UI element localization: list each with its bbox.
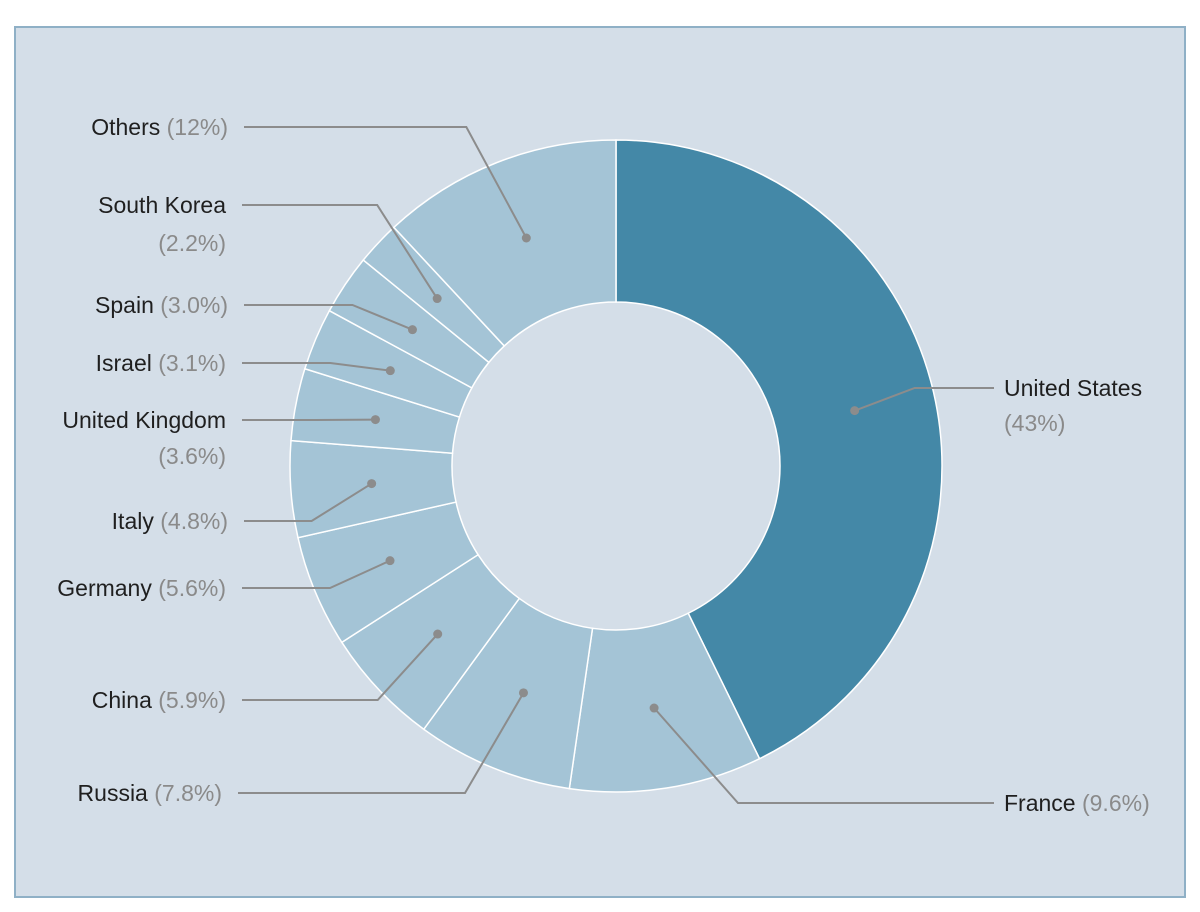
label-name-israel: Israel [96,350,159,376]
value-label-italy: (4.8%) [160,508,228,534]
label-russia: Russia (7.8%) [78,780,222,806]
leader-line-united-states [854,387,994,412]
label-south-korea: South Korea [98,192,226,218]
leader-line-others [244,126,528,239]
label-name-italy: Italy [112,508,161,534]
label-name-germany: Germany [57,575,158,601]
labels-layer: United States (43%) France (9.6%) Russia (7… [57,114,1149,816]
value-label-russia: (7.8%) [154,780,222,806]
value-label-germany: (5.6%) [158,575,226,601]
slices-layer [289,139,943,793]
label-name-spain: Spain [95,292,160,318]
label-france: France (9.6%) [1004,790,1150,816]
value-label-china: (5.9%) [158,687,226,713]
leader-line-russia [238,692,525,794]
value-label-israel: (3.1%) [158,350,226,376]
leader-line-germany [242,559,391,589]
label-china: China (5.9%) [92,687,226,713]
label-others: Others (12%) [91,114,228,140]
value-label-france: (9.6%) [1082,790,1150,816]
label-name-others: Others [91,114,166,140]
leader-line-france [653,707,994,804]
slice-others[interactable] [392,139,617,348]
leader-line-china [242,633,439,701]
label-name-russia: Russia [78,780,155,806]
leaders-layer [238,126,994,804]
label-united-kingdom: United Kingdom [62,407,226,433]
leader-line-spain [244,304,413,331]
label-united-states: United States [1004,375,1142,401]
leader-line-italy [244,482,373,522]
value-label-others: (12%) [167,114,228,140]
label-name-china: China [92,687,158,713]
value-label-united-states: (43%) [1004,410,1065,436]
slice-united-states[interactable] [615,139,943,760]
leader-line-south-korea [242,204,439,300]
label-name-france: France [1004,790,1082,816]
label-italy: Italy (4.8%) [112,508,228,534]
leader-line-israel [242,362,391,372]
value-label-united-kingdom: (3.6%) [158,443,226,469]
label-germany: Germany (5.6%) [57,575,226,601]
label-spain: Spain (3.0%) [95,292,228,318]
value-label-spain: (3.0%) [160,292,228,318]
label-israel: Israel (3.1%) [96,350,226,376]
value-label-south-korea: (2.2%) [158,230,226,256]
